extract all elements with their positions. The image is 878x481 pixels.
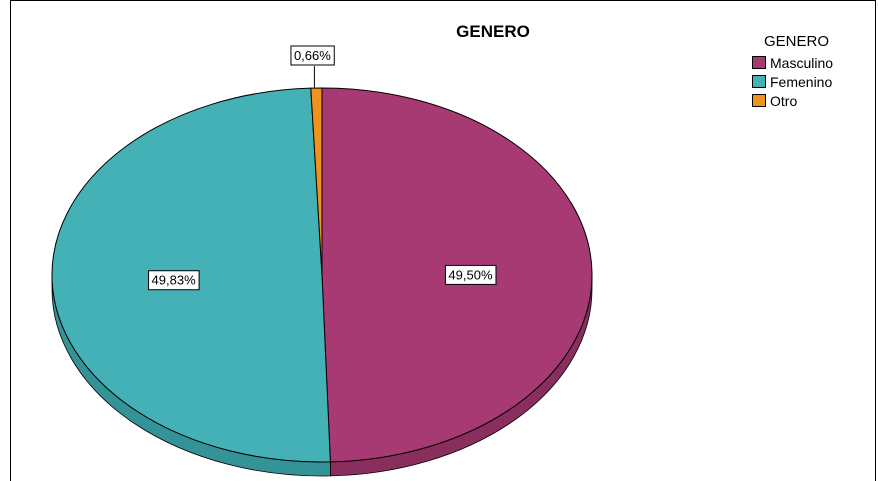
- data-label-box-otro: [290, 45, 335, 66]
- legend-label-masculino: Masculino: [770, 54, 834, 71]
- legend-swatch-masculino: [752, 56, 766, 69]
- data-label-box-masculino: [444, 264, 497, 285]
- data-label-otro: 0,66%: [290, 45, 335, 89]
- legend-label-otro: Otro: [770, 92, 798, 109]
- pie-slice-otro: [310, 87, 323, 276]
- svg-text:49,50%: 49,50%: [448, 267, 493, 282]
- data-label-box-femenino: [148, 270, 200, 291]
- legend-item-masculino: Masculino: [752, 53, 833, 72]
- legend-item-otro: Otro: [752, 91, 833, 110]
- legend: GENERO Masculino Femenino Otro: [752, 33, 833, 110]
- svg-text:49,83%: 49,83%: [152, 273, 197, 288]
- legend-swatch-femenino: [752, 75, 766, 88]
- data-label-femenino: 49,83%: [148, 270, 200, 291]
- legend-item-femenino: Femenino: [752, 72, 833, 91]
- data-label-masculino: 49,50%: [444, 264, 497, 285]
- legend-title: GENERO: [764, 33, 830, 50]
- legend-swatch-otro: [752, 94, 766, 107]
- legend-label-femenino: Femenino: [770, 73, 833, 90]
- chart-title: GENERO: [456, 22, 530, 41]
- svg-text:0,66%: 0,66%: [294, 48, 331, 63]
